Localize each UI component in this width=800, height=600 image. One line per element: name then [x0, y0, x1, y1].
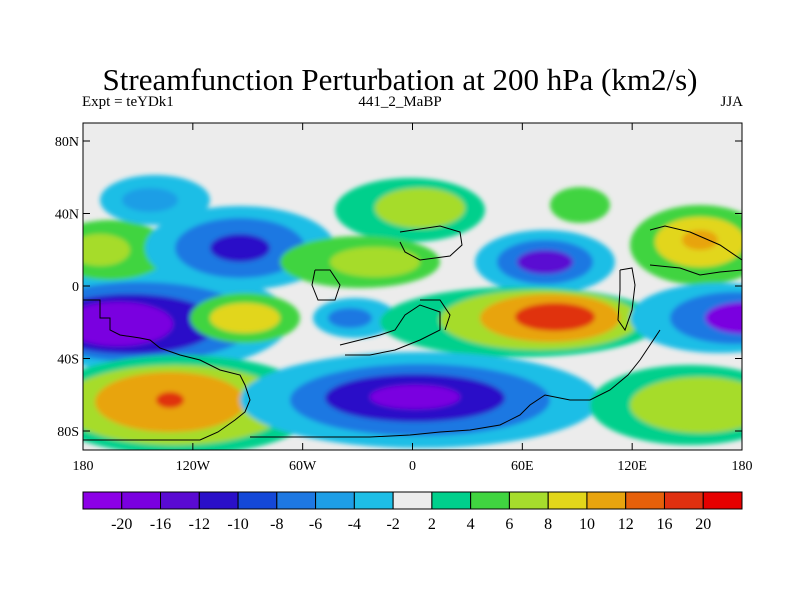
figure-title: Streamfunction Perturbation at 200 hPa (…: [102, 62, 698, 97]
lon-tick-label: 60W: [289, 459, 317, 474]
lon-tick-label: 180: [73, 459, 94, 474]
lon-tick-label: 60E: [511, 459, 534, 474]
colorbar-label: -8: [270, 516, 283, 533]
coastlines: [83, 225, 742, 441]
season-label: JJA: [720, 94, 743, 110]
colorbar-label: -20: [111, 516, 132, 533]
lat-tick-label: 40N: [55, 208, 79, 223]
colorbar-label: 10: [579, 516, 595, 533]
colorbar-label: 2: [428, 516, 436, 533]
lon-tick-label: 180: [732, 459, 753, 474]
colorbar-swatch: [121, 491, 162, 510]
colorbar-swatch: [160, 491, 200, 510]
colorbar-label: 4: [467, 516, 475, 533]
lat-tick-label: 40S: [57, 353, 79, 368]
colorbar-swatch: [392, 491, 433, 510]
colorbar-label: 8: [544, 516, 552, 533]
colorbar-swatch: [237, 491, 278, 510]
colorbar-swatch: [547, 491, 588, 510]
colorbar: -20 -16 -12 -10 -8 -6 -4 -2 2 4 6 8 10 12 16 20: [82, 491, 743, 533]
colorbar-label: -16: [150, 516, 171, 533]
colorbar-label: -10: [227, 516, 248, 533]
lon-tick-label: 120W: [176, 459, 211, 474]
colorbar-swatch: [508, 491, 549, 510]
colorbar-label: -4: [348, 516, 361, 533]
contour-field: [83, 123, 742, 450]
axis-ticks: 80N 40N 0 40S 80S 180 120W 60W 0 60E 120E 180: [55, 123, 753, 474]
lat-tick-label: 0: [72, 280, 79, 295]
colorbar-swatch: [276, 491, 317, 510]
colorbar-label: -12: [189, 516, 210, 533]
colorbar-swatch: [82, 491, 123, 510]
colorbar-label: 12: [618, 516, 634, 533]
colorbar-label: 6: [505, 516, 513, 533]
colorbar-label: -2: [386, 516, 399, 533]
lon-tick-label: 120E: [617, 459, 647, 474]
colorbar-swatch: [702, 491, 743, 510]
colorbar-swatch: [353, 491, 394, 510]
experiment-label: Expt = teYDk1: [82, 94, 174, 110]
colorbar-swatch: [625, 491, 665, 510]
colorbar-swatch: [586, 491, 627, 510]
colorbar-label: -6: [309, 516, 322, 533]
colorbar-swatch: [198, 491, 239, 510]
lat-tick-label: 80N: [55, 135, 79, 150]
lat-tick-label: 80S: [57, 425, 79, 440]
colorbar-swatch: [431, 491, 472, 510]
colorbar-label: 20: [695, 516, 711, 533]
colorbar-swatch: [315, 491, 355, 510]
colorbar-swatch: [470, 491, 510, 510]
colorbar-label: 16: [656, 516, 672, 533]
colorbar-swatch: [663, 491, 704, 510]
case-label: 441_2_MaBP: [358, 94, 442, 110]
lon-tick-label: 0: [409, 459, 416, 474]
